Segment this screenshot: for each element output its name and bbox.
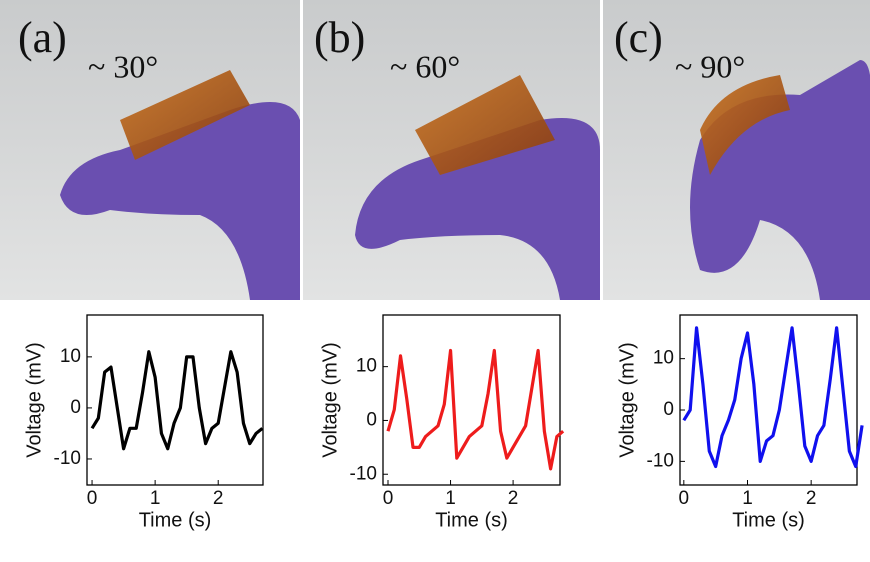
data-line [388, 351, 563, 469]
x-tick-label: 2 [508, 488, 519, 509]
page: (a)~ 30°(b)~ 60°(c)~ 90°012-10010Time (s… [0, 0, 870, 562]
y-tick-label: -10 [647, 450, 674, 471]
x-tick-label: 1 [445, 488, 456, 509]
x-tick-label: 1 [742, 488, 753, 509]
x-tick-label: 1 [150, 488, 161, 509]
x-tick-label: 2 [806, 488, 817, 509]
angle-label: ~ 90° [675, 48, 745, 84]
panel-label: (b) [314, 13, 365, 62]
y-tick-label: 10 [60, 346, 81, 367]
plot-frame [383, 315, 560, 485]
angle-label: ~ 60° [390, 48, 460, 84]
x-axis-title: Time (s) [139, 509, 212, 531]
plot-frame [680, 315, 857, 485]
y-tick-label: 10 [356, 356, 377, 377]
data-line [684, 328, 862, 467]
x-tick-label: 0 [87, 488, 98, 509]
y-tick-label: 0 [663, 399, 674, 420]
x-tick-label: 2 [213, 488, 224, 509]
y-tick-label: 0 [70, 397, 81, 418]
panel-label: (a) [18, 13, 67, 62]
x-tick-label: 0 [679, 488, 690, 509]
x-axis-title: Time (s) [435, 509, 508, 531]
y-tick-label: 10 [653, 348, 674, 369]
panel-label: (c) [614, 13, 663, 62]
y-tick-label: 0 [366, 409, 377, 430]
y-axis-title: Voltage (mV) [319, 342, 341, 458]
y-tick-label: -10 [350, 463, 377, 484]
plot-frame [87, 315, 263, 485]
x-axis-title: Time (s) [732, 509, 805, 531]
y-axis-title: Voltage (mV) [23, 342, 45, 458]
angle-label: ~ 30° [88, 48, 158, 84]
data-line [92, 352, 262, 449]
y-axis-title: Voltage (mV) [616, 342, 638, 458]
figure: (a)~ 30°(b)~ 60°(c)~ 90°012-10010Time (s… [0, 0, 870, 562]
x-tick-label: 0 [383, 488, 394, 509]
y-tick-label: -10 [54, 448, 81, 469]
